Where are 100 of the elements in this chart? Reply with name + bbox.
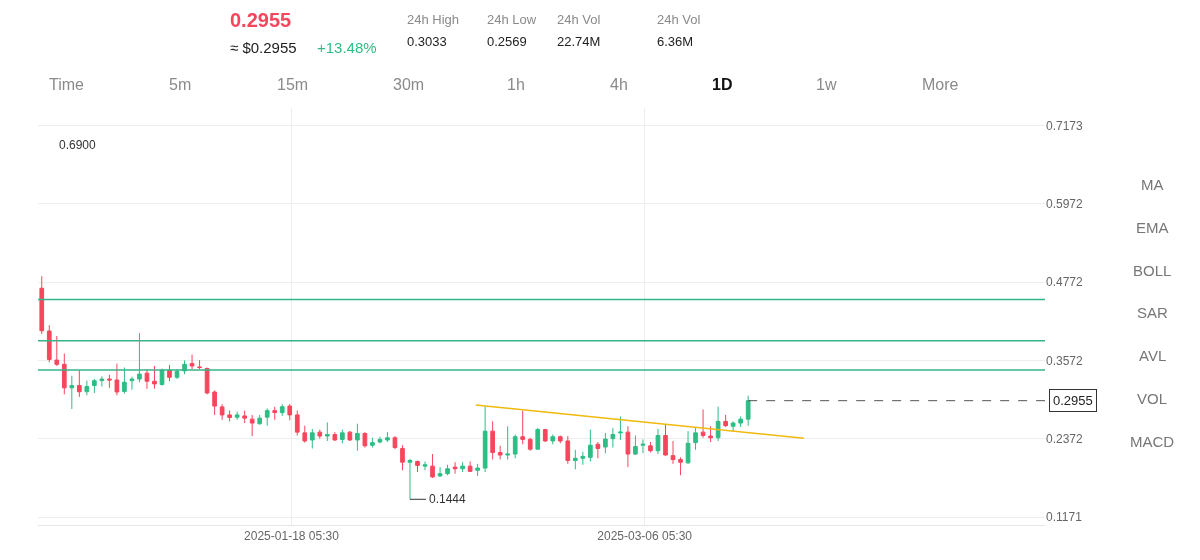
candlestick <box>693 427 698 451</box>
candlestick <box>655 428 661 455</box>
candlestick <box>610 427 616 449</box>
text: 24h High <box>407 12 460 27</box>
candlestick <box>618 415 623 441</box>
candlestick <box>535 427 541 451</box>
candlestick <box>302 425 308 444</box>
candlestick <box>257 414 263 426</box>
candlestick <box>542 428 548 443</box>
candlestick <box>738 415 743 428</box>
text: AVL <box>1139 347 1167 364</box>
candlestick <box>144 368 150 390</box>
candlestick <box>670 440 676 465</box>
text: 1h <box>507 76 525 93</box>
candlestick <box>430 453 435 479</box>
candlestick <box>189 354 195 370</box>
candlestick <box>625 425 631 468</box>
text: MACD <box>1130 433 1175 450</box>
candlestick <box>212 389 217 416</box>
candlestick <box>377 436 383 443</box>
x-tick-label: 2025-03-06 05:30 <box>597 529 693 544</box>
candlestick <box>512 433 518 459</box>
text: 4h <box>610 76 628 93</box>
candlestick <box>264 407 270 427</box>
candlestick <box>685 430 691 465</box>
candlestick <box>61 353 67 395</box>
candlestick <box>39 275 45 335</box>
candlestick <box>242 410 247 424</box>
candlestick <box>415 460 420 473</box>
candlestick <box>708 425 713 443</box>
y-tick-label: 0.1171 <box>1046 510 1083 525</box>
candlestick <box>407 458 413 500</box>
candlestick <box>520 410 526 445</box>
candlestick <box>324 421 330 442</box>
candlestick <box>475 463 480 477</box>
candlestick <box>565 435 571 465</box>
text: 24h Low <box>487 12 537 27</box>
candlestick <box>76 369 82 398</box>
candlestick <box>114 363 120 396</box>
candlestick <box>460 461 465 473</box>
candlestick <box>249 414 255 437</box>
candlestick <box>715 406 721 442</box>
text: Time <box>49 76 85 93</box>
candlestick <box>317 429 323 440</box>
candlestick <box>332 431 338 442</box>
annotation: 0.6900 <box>59 138 97 152</box>
text: 24h Vol <box>657 12 701 27</box>
candlestick <box>204 367 210 395</box>
y-tick-label: 0.5972 <box>1046 197 1084 211</box>
candlestick <box>219 403 225 421</box>
candlestick <box>467 461 473 473</box>
candlestick <box>392 435 398 450</box>
candlestick <box>370 437 375 449</box>
text: VOL <box>1137 390 1168 407</box>
candlestick <box>437 466 443 477</box>
text: 1D <box>712 76 733 93</box>
text: 6.36M <box>657 34 694 49</box>
y-tick-label: 0.2372 <box>1046 431 1084 446</box>
text: 5m <box>169 76 192 93</box>
candlestick <box>287 403 293 421</box>
candlestick <box>700 408 706 439</box>
candlestick <box>385 431 390 443</box>
y-tick-label: 0.3572 <box>1046 353 1084 368</box>
candlestick <box>557 434 563 444</box>
text: 0.2569 <box>487 34 527 49</box>
text: ≈ $0.2955 <box>230 39 297 56</box>
y-tick-label: 0.7173 <box>1046 118 1084 133</box>
candlestick <box>54 335 60 367</box>
candlestick <box>723 414 728 428</box>
y-tick-label: 0.4772 <box>1046 275 1084 290</box>
candlestick <box>572 449 578 470</box>
candlestick <box>272 406 278 421</box>
candlestick <box>422 461 428 471</box>
candlestick <box>107 374 112 389</box>
text: 22.74M <box>557 34 601 49</box>
candlestick <box>482 406 488 473</box>
candlestick <box>505 425 511 461</box>
candlestick <box>362 431 368 449</box>
candlestick <box>633 434 638 456</box>
candlestick <box>294 410 300 436</box>
annotation: 0.1444 <box>429 492 467 506</box>
candlestick <box>92 378 97 394</box>
candlestick <box>46 324 52 363</box>
text: 15m <box>277 76 309 93</box>
candlestick <box>603 432 608 454</box>
candlestick <box>347 430 353 442</box>
candlestick <box>588 429 593 462</box>
candlestick <box>355 423 360 452</box>
candlestick <box>730 420 736 432</box>
text: 1w <box>816 76 837 93</box>
text: 0.3033 <box>407 34 447 49</box>
candlestick <box>84 380 90 396</box>
text: +13.48% <box>317 39 377 56</box>
candlestick <box>152 365 157 390</box>
candlestick <box>197 359 202 370</box>
candlestick <box>69 375 75 410</box>
candlestick <box>745 395 751 427</box>
candlestick <box>550 433 556 445</box>
candlestick <box>340 429 345 444</box>
candlestick <box>640 438 646 454</box>
